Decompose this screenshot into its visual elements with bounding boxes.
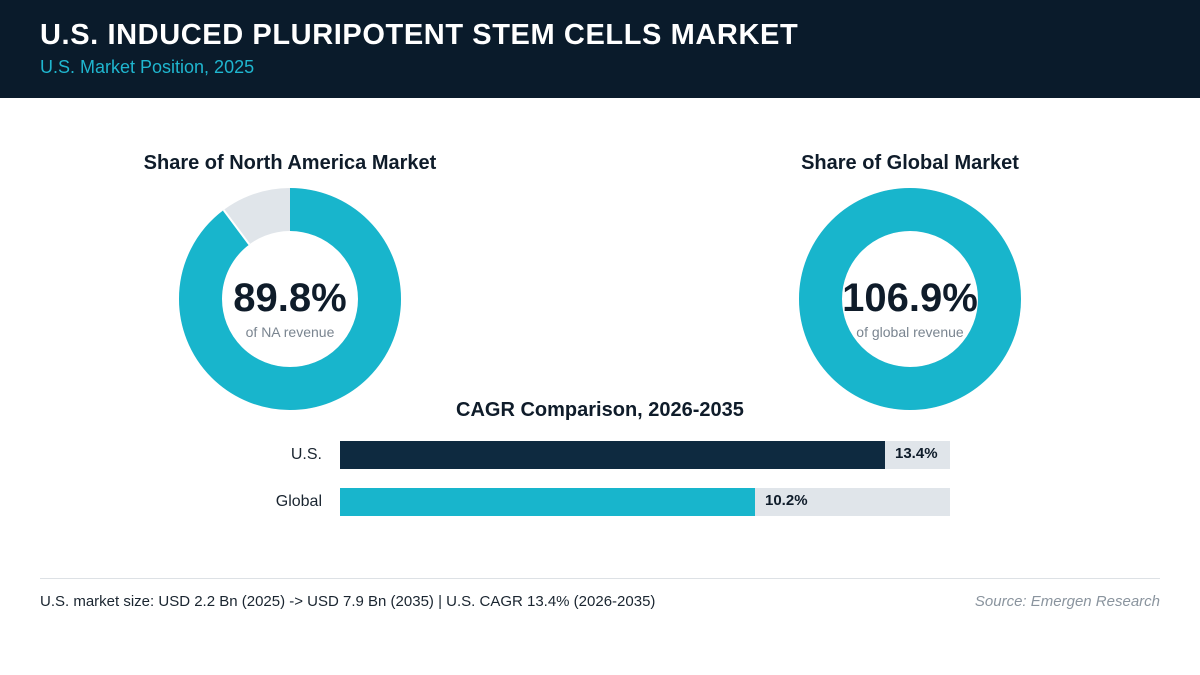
page-subtitle: U.S. Market Position, 2025: [40, 57, 255, 77]
na-share-slice: [179, 188, 401, 410]
bar-global: [340, 488, 755, 516]
bar-value-global: 10.2%: [765, 492, 808, 509]
source-credit: Source: Emergen Research: [974, 593, 1160, 610]
bar-label-global: Global: [275, 493, 322, 510]
global-share-donut: [799, 188, 1021, 410]
slice-separator: [222, 209, 251, 246]
global-share-title: Share of Global Market: [801, 152, 1019, 174]
bar-label-us: U.S.: [290, 446, 322, 463]
na-share-donut: [179, 188, 401, 410]
footer-divider: [40, 578, 1160, 579]
bar-value-us: 13.4%: [895, 445, 938, 462]
na-share-title: Share of North America Market: [143, 152, 437, 174]
global-share-slice: [799, 188, 1021, 410]
na-share-value: 89.8%: [233, 276, 347, 320]
cagr-chart-title: CAGR Comparison, 2026-2035: [456, 399, 744, 421]
footer-note: U.S. market size: USD 2.2 Bn (2025) -> U…: [40, 593, 656, 610]
global-share-value: 106.9%: [842, 276, 978, 320]
page-title: U.S. INDUCED PLURIPOTENT STEM CELLS MARK…: [40, 19, 799, 51]
na-share-caption: of NA revenue: [245, 324, 335, 340]
bar-track-global: 10.2%: [340, 488, 950, 516]
header-banner: U.S. INDUCED PLURIPOTENT STEM CELLS MARK…: [0, 0, 1200, 98]
global-share-caption: of global revenue: [856, 324, 964, 340]
bar-us: [340, 441, 885, 469]
bar-track-us: 13.4%: [340, 441, 950, 469]
